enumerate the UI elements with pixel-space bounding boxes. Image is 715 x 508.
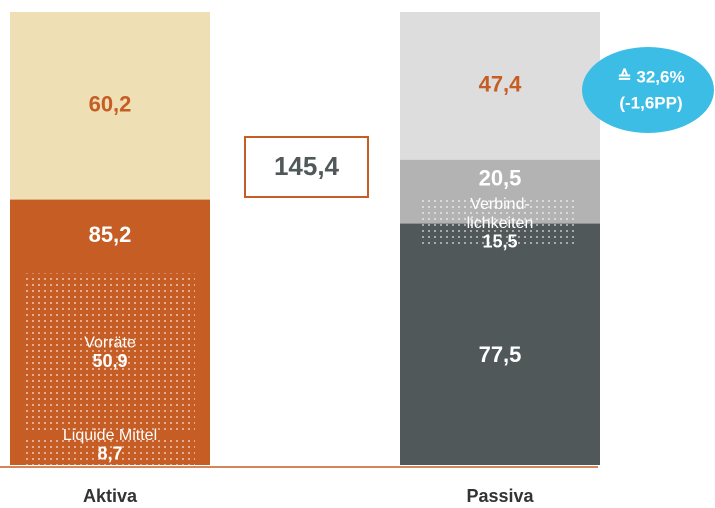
category-label: Passiva <box>466 486 534 506</box>
overlay <box>25 437 195 465</box>
badge <box>582 47 714 133</box>
segment-label: 20,5 <box>479 165 522 190</box>
segment-label: 85,2 <box>89 222 132 247</box>
overlay <box>422 199 578 248</box>
overlay <box>25 273 195 432</box>
overlay-label: lichkeiten <box>467 215 534 232</box>
segment-label: 60,2 <box>89 92 132 117</box>
badge-label: (-1,6PP) <box>619 93 682 112</box>
segment <box>400 12 600 160</box>
overlay-value: 50,9 <box>92 351 127 371</box>
total-box <box>244 136 369 198</box>
badge-label: ≙ 32,6% <box>617 67 684 86</box>
segment <box>10 12 210 200</box>
overlay-value: 8,7 <box>97 444 122 464</box>
segment-label: 47,4 <box>479 72 523 97</box>
overlay-value: 15,5 <box>482 231 517 251</box>
segment-label: 77,5 <box>479 342 522 367</box>
overlay-label: Liquide Mittel <box>63 427 157 444</box>
overlay-label: Vorräte <box>84 334 136 351</box>
category-label: Aktiva <box>83 486 138 506</box>
segment <box>400 223 600 465</box>
total-label: 145,4 <box>274 151 340 181</box>
overlay-label: Verbind- <box>470 196 530 213</box>
